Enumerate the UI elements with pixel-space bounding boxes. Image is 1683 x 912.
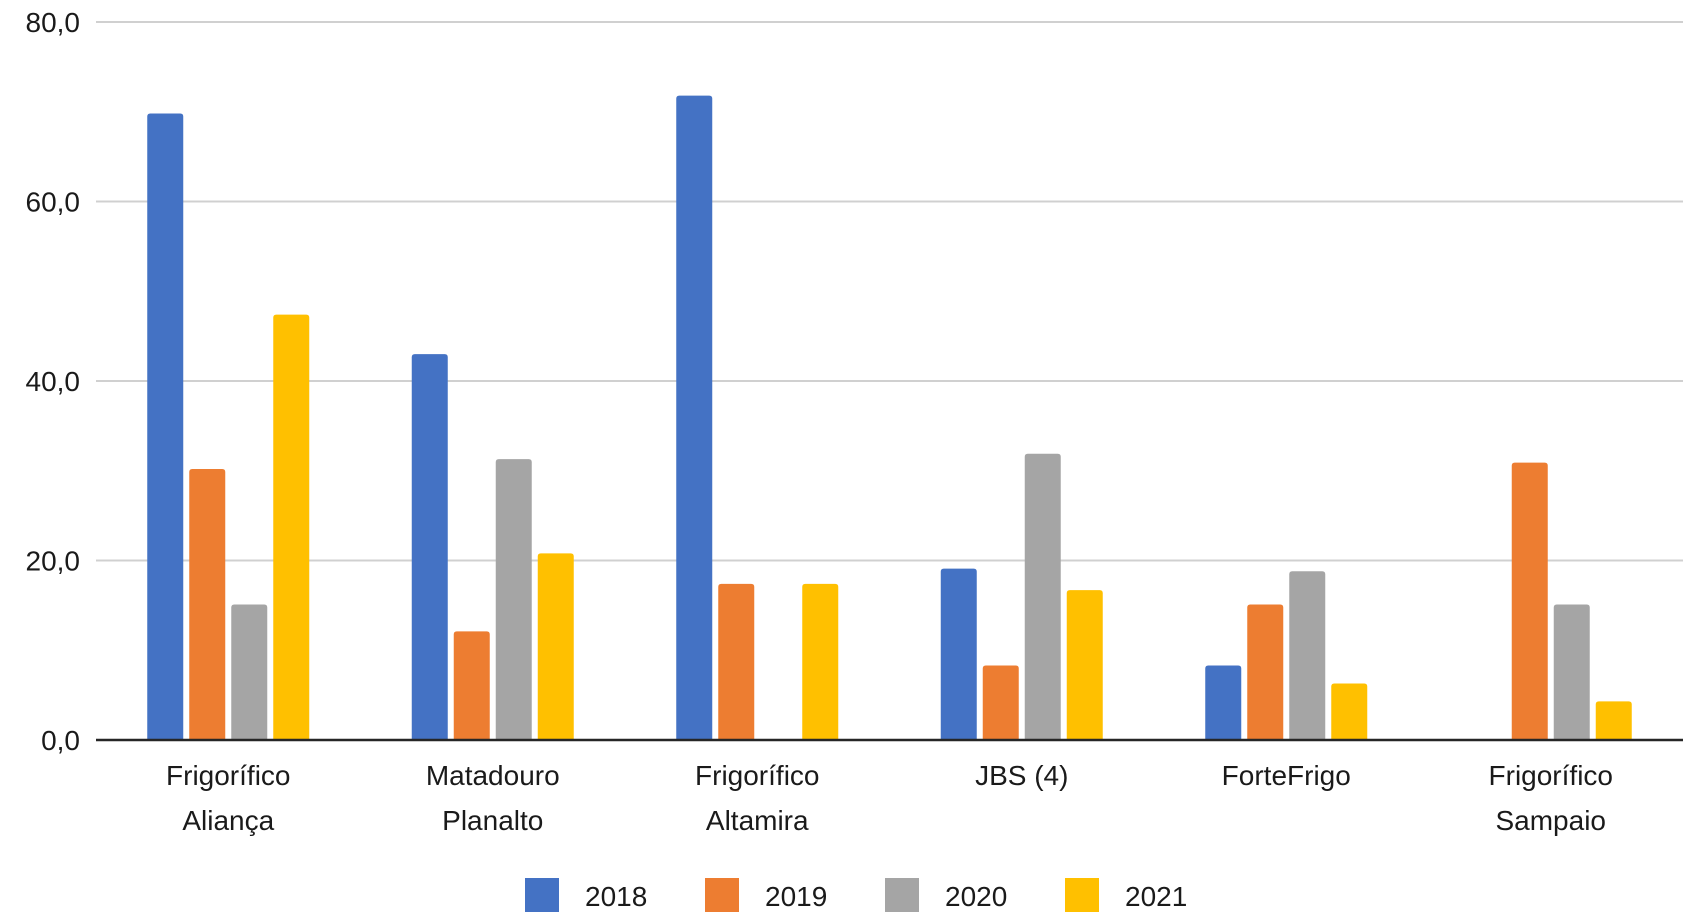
bar-2020 bbox=[1553, 604, 1590, 740]
y-tick-label: 0,0 bbox=[41, 725, 80, 756]
legend-label: 2020 bbox=[945, 881, 1007, 912]
bar-2018 bbox=[676, 95, 713, 741]
legend: 2018 2019 2020 2021 bbox=[525, 878, 1187, 912]
x-category-label: Matadouro bbox=[426, 760, 560, 791]
x-category-label: Frigorífico bbox=[695, 760, 819, 791]
bar-2021 bbox=[537, 553, 574, 740]
bar-2018 bbox=[940, 568, 977, 740]
bar-2019 bbox=[982, 665, 1019, 740]
legend-label: 2021 bbox=[1125, 881, 1187, 912]
x-category-label: Frigorífico bbox=[166, 760, 290, 791]
legend-swatch-2021 bbox=[1065, 878, 1099, 912]
x-category-label: JBS (4) bbox=[975, 760, 1068, 791]
bar-2018 bbox=[411, 354, 448, 740]
bar-2018 bbox=[1205, 665, 1242, 740]
bar-2020 bbox=[1289, 571, 1326, 740]
bar-2018 bbox=[147, 113, 184, 741]
y-axis-tick-labels: 0,0 20,0 40,0 60,0 80,0 bbox=[26, 7, 81, 756]
x-category-label: ForteFrigo bbox=[1222, 760, 1351, 791]
legend-swatch-2018 bbox=[525, 878, 559, 912]
x-axis-category-labels: Frigorífico Aliança Matadouro Planalto Frigo… bbox=[166, 760, 1613, 836]
legend-label: 2018 bbox=[585, 881, 647, 912]
legend-label: 2019 bbox=[765, 881, 827, 912]
y-tick-label: 40,0 bbox=[26, 366, 81, 397]
bar-2019 bbox=[453, 631, 490, 740]
bars bbox=[147, 95, 1632, 741]
bar-2019 bbox=[1247, 604, 1284, 740]
x-category-label: Frigorífico bbox=[1489, 760, 1613, 791]
bar-2021 bbox=[273, 314, 310, 740]
legend-swatch-2019 bbox=[705, 878, 739, 912]
legend-swatch-2020 bbox=[885, 878, 919, 912]
bar-2021 bbox=[1066, 590, 1103, 740]
y-tick-label: 20,0 bbox=[26, 546, 81, 577]
bar-2021 bbox=[1331, 683, 1368, 740]
x-category-label: Aliança bbox=[182, 805, 274, 836]
bar-2020 bbox=[495, 459, 532, 740]
bar-2020 bbox=[231, 604, 268, 740]
bar-2021 bbox=[1595, 701, 1632, 740]
bar-2019 bbox=[189, 468, 226, 740]
bar-2020 bbox=[1024, 453, 1061, 740]
y-tick-label: 80,0 bbox=[26, 7, 81, 38]
gridlines bbox=[96, 21, 1683, 562]
x-category-label: Altamira bbox=[706, 805, 809, 836]
x-category-label: Sampaio bbox=[1495, 805, 1606, 836]
y-tick-label: 60,0 bbox=[26, 187, 81, 218]
bar-2021 bbox=[802, 583, 839, 740]
x-category-label: Planalto bbox=[442, 805, 543, 836]
bar-2019 bbox=[718, 583, 755, 740]
bar-2019 bbox=[1511, 462, 1548, 740]
